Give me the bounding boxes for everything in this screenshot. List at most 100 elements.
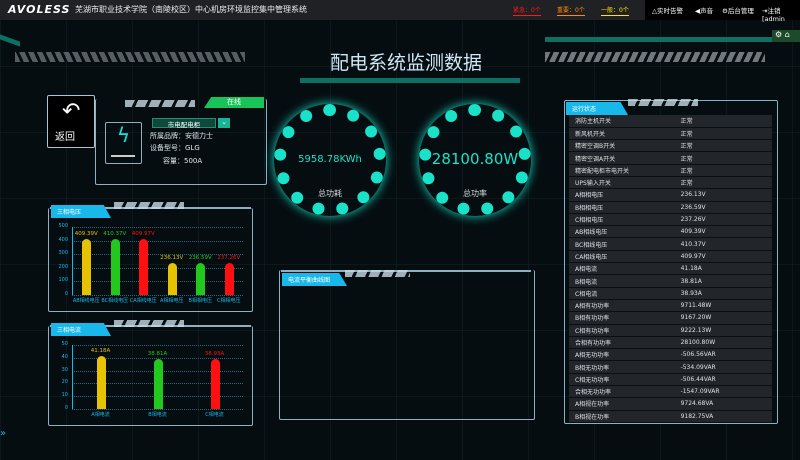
logo: AVOLESS (8, 3, 71, 16)
status-value: 38.81A (674, 274, 772, 288)
y-tick-label: 40 (61, 353, 68, 360)
status-name: 精密空调B开关 (569, 139, 675, 153)
status-name: B相视在功率 (569, 410, 675, 423)
status-name: A相无功功率 (569, 348, 675, 362)
status-name: A相有功功率 (569, 299, 675, 313)
status-row: 精密空调A开关 正常 (569, 151, 772, 165)
status-value: 9182.75VA (674, 410, 772, 423)
status-row: B相有功功率 9167.20W (569, 311, 772, 325)
chart-title: 三相电流 (51, 323, 111, 336)
status-value: 410.37V (674, 237, 772, 251)
status-value: 409.97V (674, 250, 772, 264)
status-value: 正常 (674, 176, 772, 190)
device-brand: 所属品牌：安德力士 (150, 132, 213, 140)
back-label: 返回 (55, 132, 75, 143)
chevron-down-icon[interactable]: ⌄ (218, 118, 230, 128)
logout-link[interactable]: ⇥注销[admin (762, 7, 785, 23)
status-value: 正常 (674, 127, 772, 141)
status-value: 41.18A (674, 262, 772, 276)
bar (82, 239, 92, 295)
admin-link[interactable]: ⚙后台管理 (722, 7, 754, 15)
status-name: AB相线电压 (569, 225, 675, 239)
y-tick-label: 50 (61, 341, 68, 347)
status-row: C相有功功率 9222.13W (569, 324, 772, 337)
chart-frame (48, 326, 253, 426)
grid-line (72, 295, 243, 296)
back-button[interactable]: ↶ 返回 (47, 95, 95, 148)
status-value: -506.56VAR (674, 348, 772, 362)
data-label: 38.81A (147, 351, 168, 358)
settings-home-buttons[interactable]: ⚙ ⌂ (772, 30, 800, 42)
title-stripes (15, 52, 245, 62)
device-panel (95, 99, 267, 185)
x-tick-label: A相相电压 (160, 298, 184, 304)
grid-line (72, 240, 243, 242)
lightning-icon: ϟ (105, 122, 142, 164)
status-value: 236.59V (674, 201, 772, 214)
status-row: AB相线电压 409.39V (569, 225, 772, 239)
status-row: C相电流 38.93A (569, 287, 772, 300)
x-tick-label: A相电流 (91, 412, 110, 418)
y-tick-label: 10 (61, 392, 68, 399)
title-decoration (545, 37, 800, 42)
y-tick-label: 500 (58, 223, 68, 229)
status-name: 精密空调A开关 (569, 151, 675, 165)
status-name: UPS输入开关 (569, 176, 675, 190)
status-name: 消防主机开关 (569, 115, 675, 128)
status-value: 9167.20W (674, 311, 772, 325)
status-row: B相无功功率 -534.09VAR (569, 360, 772, 374)
status-value: 38.93A (674, 287, 772, 300)
grid-line (72, 254, 243, 256)
bar (224, 262, 234, 295)
x-tick-label: B相电流 (148, 412, 167, 418)
back-arrow-icon: ↶ (62, 99, 81, 124)
data-label: 409.97V (131, 231, 155, 238)
y-tick-label: 0 (64, 291, 68, 297)
grid-line (72, 281, 243, 283)
y-tick-label: 400 (58, 236, 68, 243)
status-value: -1547.09VAR (674, 385, 772, 399)
status-row: C相相电压 237.26V (569, 213, 772, 227)
grid-line (72, 227, 243, 228)
data-label: 236.13V (160, 254, 184, 261)
status-row: 合相有功功率 28100.80W (569, 336, 772, 350)
voltage-chart-panel: 三相电压 0 100 200 300 400 500 409.39V AB相线电压 410.37V… (48, 202, 253, 312)
data-label: 38.93A (204, 351, 225, 358)
status-value: -506.44VAR (674, 373, 772, 387)
status-row: 消防主机开关 正常 (569, 115, 772, 128)
status-value: 正常 (674, 151, 772, 165)
cabinet-select[interactable]: 市电配电柜 (152, 118, 216, 129)
top-header: AVOLESS 芜湖市职业技术学院（南陵校区）中心机房环境监控集中管理系统 △实… (0, 0, 800, 23)
grid-line (72, 409, 243, 410)
alarm-counter[interactable]: 紧急：0个 (513, 7, 541, 16)
bar (96, 356, 106, 409)
status-table: 消防主机开关 正常 新风机开关 正常 精密空调B开关 正常 精密空调A开关 正常 精密配电柜市电… (569, 115, 772, 423)
status-value: 9711.48W (674, 299, 772, 313)
status-name: 精密配电柜市电开关 (569, 164, 675, 177)
alarm-counter[interactable]: 一般：0个 (601, 7, 629, 16)
status-name: C相有功功率 (569, 324, 675, 337)
alarm-counter[interactable]: 重要：0个 (557, 7, 585, 16)
bar (196, 262, 206, 295)
status-row: 精密空调B开关 正常 (569, 139, 772, 153)
status-value: 237.26V (674, 213, 772, 227)
data-label: 409.39V (74, 231, 98, 238)
title-decoration (0, 34, 20, 47)
status-name: C相相电压 (569, 213, 675, 227)
sound-link[interactable]: ◀声音 (695, 7, 713, 15)
y-tick-label: 100 (58, 277, 68, 284)
realtime-alarm-link[interactable]: △实时告警 (652, 7, 683, 15)
y-tick-label: 200 (58, 263, 68, 270)
total-energy-value: 5958.78KWh (298, 154, 362, 165)
y-tick-label: 0 (64, 405, 68, 411)
page-title: 配电系统监测数据 (330, 52, 483, 74)
status-panel-title: 运行状态 (566, 102, 628, 115)
status-name: C相无功功率 (569, 373, 675, 387)
status-row: BC相线电压 410.37V (569, 237, 772, 251)
x-tick-label: BC相线电压 (101, 298, 129, 304)
status-name: B相有功功率 (569, 311, 675, 325)
expand-icon[interactable]: » (0, 428, 7, 439)
grid-line (72, 357, 243, 359)
status-row: B相相电压 236.59V (569, 201, 772, 214)
status-row: CA相线电压 409.97V (569, 250, 772, 264)
